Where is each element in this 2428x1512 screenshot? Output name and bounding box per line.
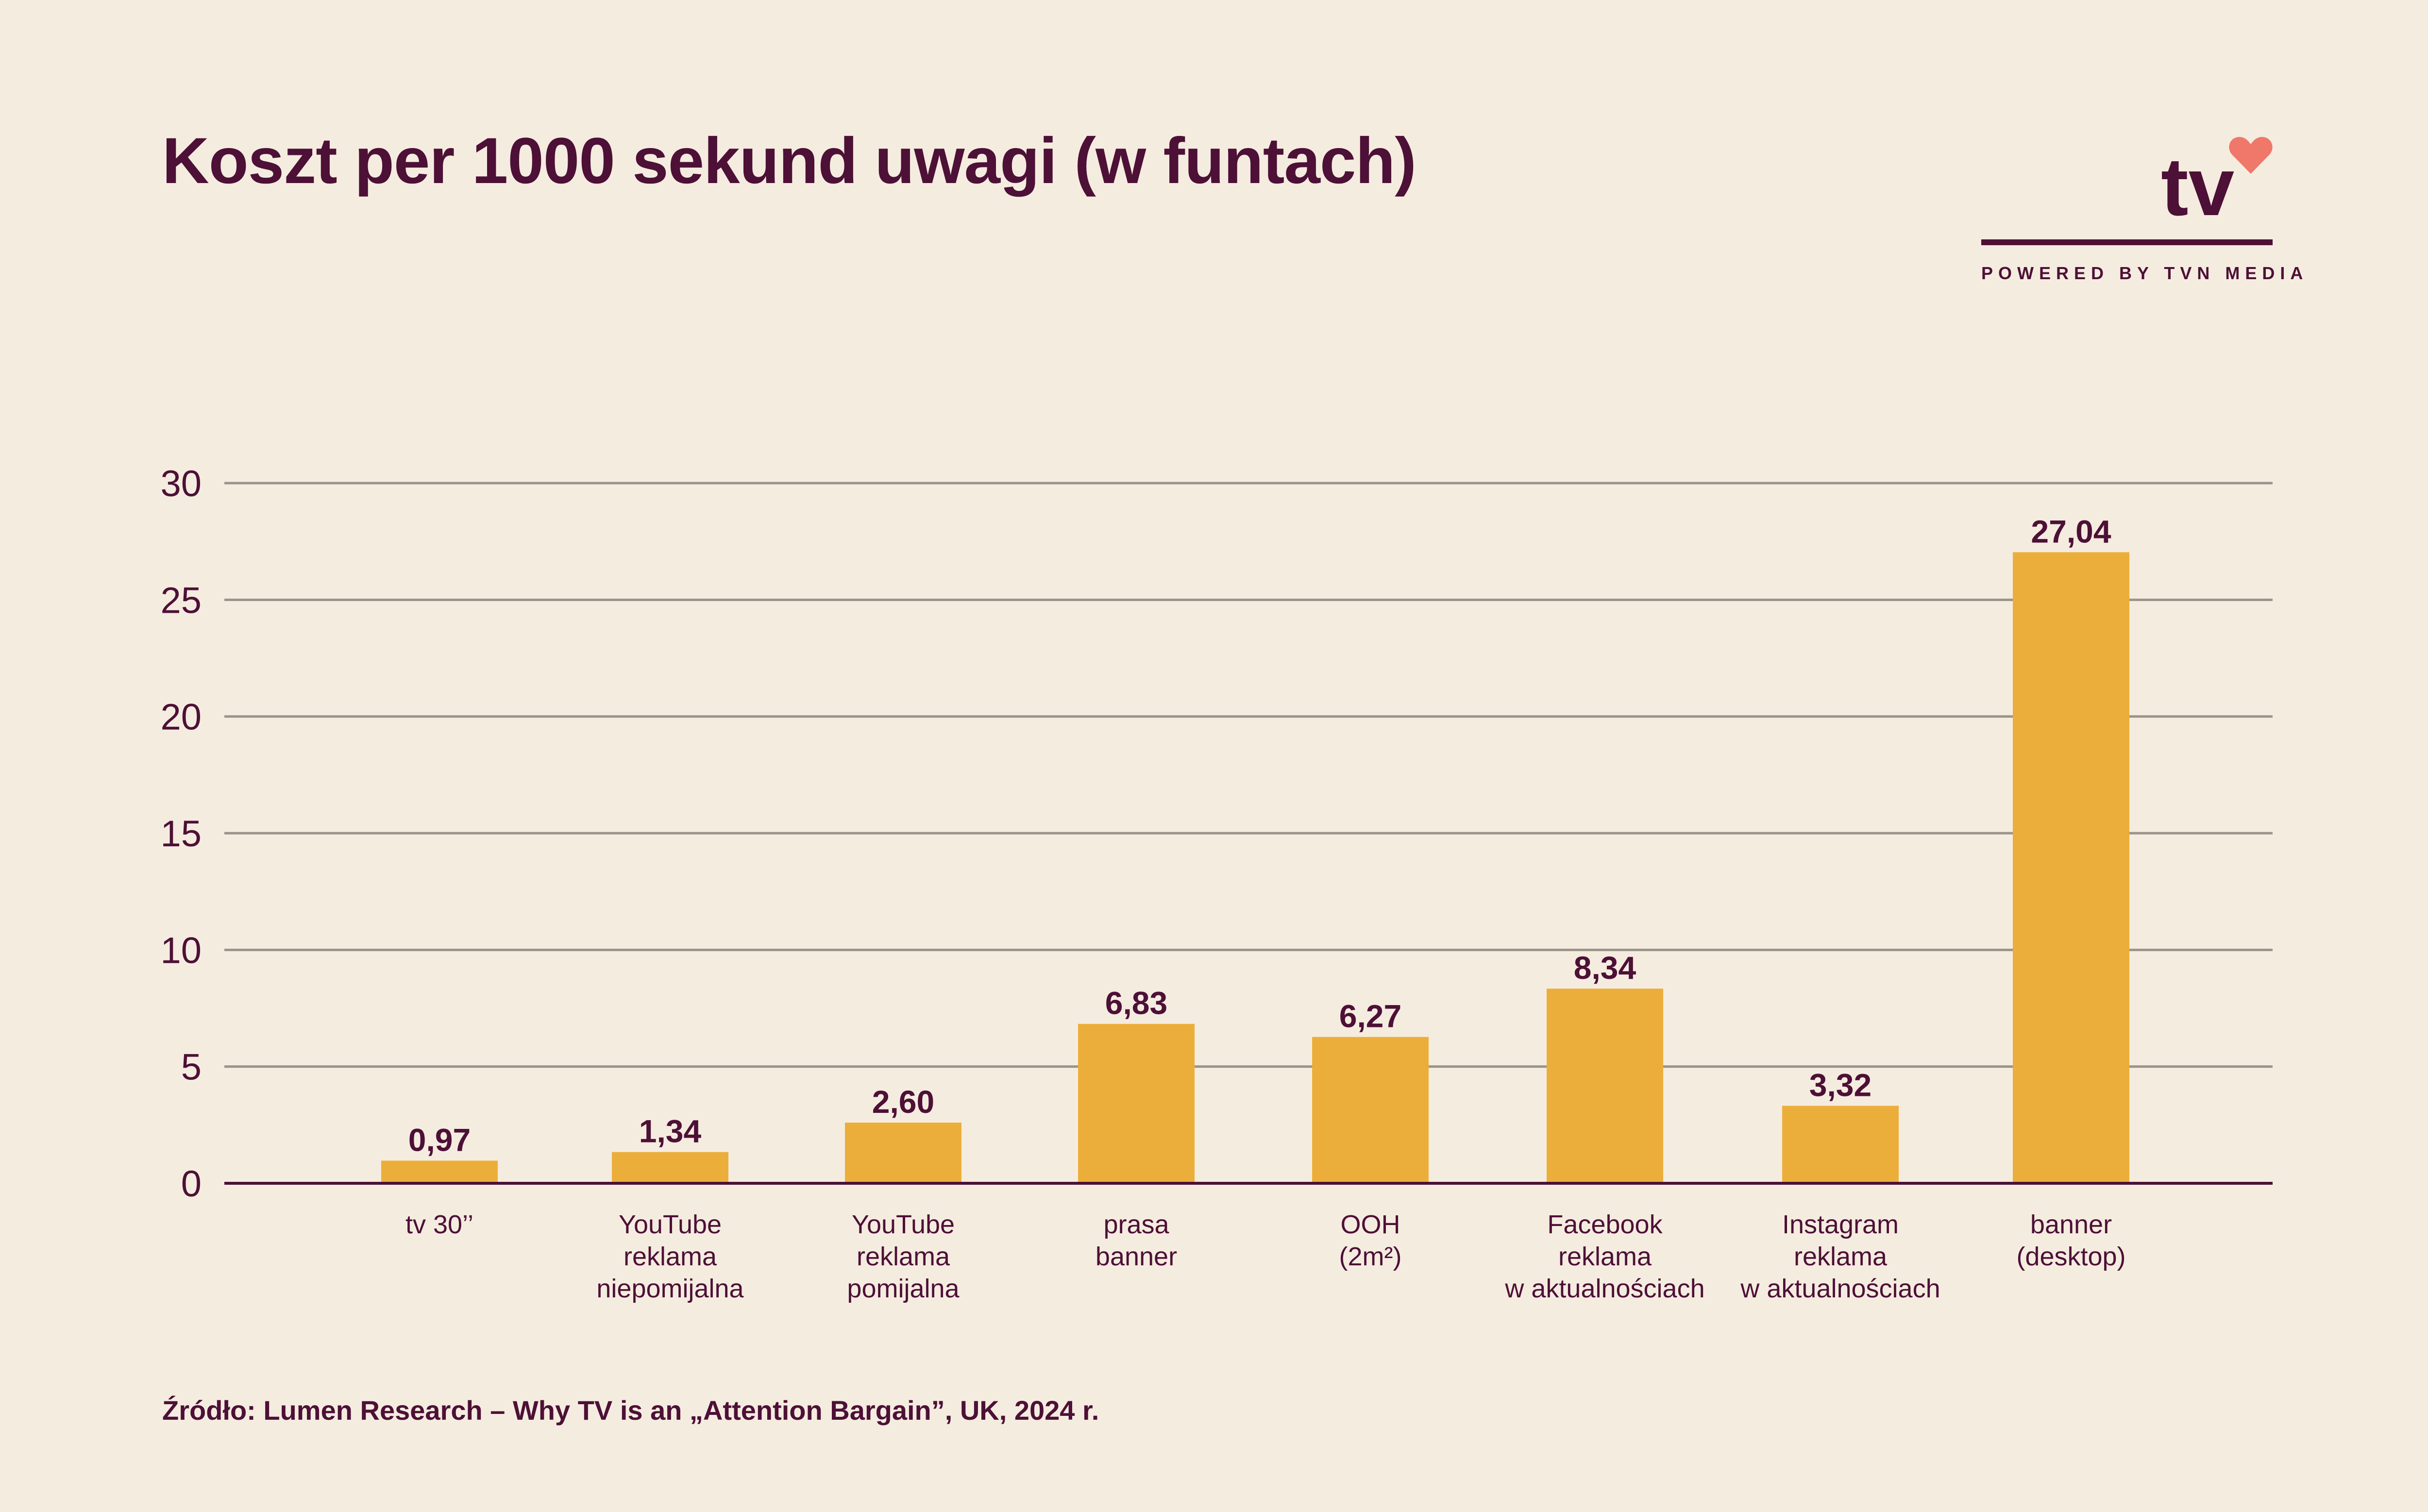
x-tick-label: w aktualnościach bbox=[1504, 1274, 1704, 1303]
logo-text: tv bbox=[2161, 141, 2235, 233]
y-tick-label: 5 bbox=[181, 1047, 202, 1088]
chart-title: Koszt per 1000 sekund uwagi (w funtach) bbox=[162, 125, 1416, 197]
heart-icon bbox=[2229, 137, 2273, 174]
x-tick-label: reklama bbox=[1558, 1242, 1652, 1271]
bar bbox=[2013, 552, 2129, 1183]
bar bbox=[1782, 1106, 1899, 1183]
data-label: 3,32 bbox=[1809, 1067, 1872, 1103]
x-tick-label: (2m²) bbox=[1339, 1242, 1402, 1271]
source-note: Źródło: Lumen Research – Why TV is an „A… bbox=[162, 1395, 1099, 1426]
y-tick-label: 0 bbox=[181, 1163, 202, 1205]
bar bbox=[381, 1160, 498, 1183]
data-label: 0,97 bbox=[408, 1122, 471, 1158]
data-label: 1,34 bbox=[639, 1113, 702, 1149]
x-tick-label: Instagram bbox=[1782, 1210, 1899, 1239]
x-tick-label: prasa bbox=[1103, 1210, 1169, 1239]
x-tick-label: YouTube bbox=[619, 1210, 722, 1239]
x-tick-label: reklama bbox=[624, 1242, 717, 1271]
data-label: 6,83 bbox=[1105, 985, 1167, 1021]
logo-underline bbox=[1981, 239, 2273, 245]
bar bbox=[845, 1123, 961, 1183]
x-tick-label: tv 30’’ bbox=[405, 1210, 473, 1239]
data-label: 2,60 bbox=[872, 1084, 934, 1120]
bar bbox=[1312, 1037, 1429, 1183]
y-tick-label: 10 bbox=[160, 930, 202, 971]
bar bbox=[612, 1152, 728, 1183]
data-label: 8,34 bbox=[1574, 950, 1636, 986]
x-tick-label: niepomijalna bbox=[596, 1274, 744, 1303]
y-tick-label: 25 bbox=[160, 580, 202, 621]
x-tick-label: reklama bbox=[1794, 1242, 1888, 1271]
bar bbox=[1547, 989, 1663, 1183]
x-tick-label: banner bbox=[1096, 1242, 1177, 1271]
data-label: 27,04 bbox=[2031, 513, 2111, 549]
y-tick-label: 15 bbox=[160, 813, 202, 855]
tv-logo: tv POWERED BY TVN MEDIA bbox=[1981, 136, 2309, 291]
x-tick-label: banner bbox=[2030, 1210, 2112, 1239]
y-tick-label: 20 bbox=[160, 697, 202, 738]
x-tick-label: YouTube bbox=[852, 1210, 955, 1239]
x-tick-label: (desktop) bbox=[2016, 1242, 2125, 1271]
data-label: 6,27 bbox=[1339, 998, 1401, 1034]
x-tick-label: pomijalna bbox=[847, 1274, 960, 1303]
bar bbox=[1078, 1024, 1195, 1183]
logo-tagline: POWERED BY TVN MEDIA bbox=[1981, 263, 2309, 283]
y-tick-label: 30 bbox=[160, 463, 202, 504]
x-tick-label: w aktualnościach bbox=[1740, 1274, 1940, 1303]
x-tick-label: Facebook bbox=[1547, 1210, 1663, 1239]
x-tick-label: OOH bbox=[1340, 1210, 1400, 1239]
x-tick-label: reklama bbox=[857, 1242, 950, 1271]
